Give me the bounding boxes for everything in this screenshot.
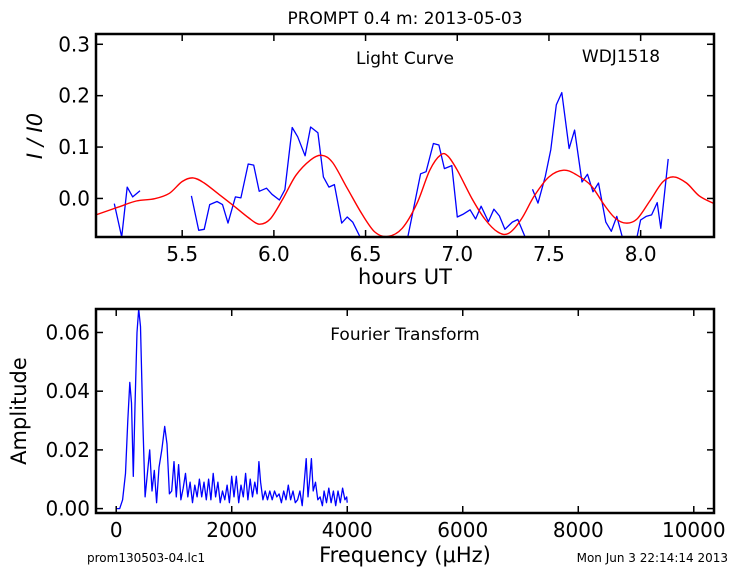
light-curve-y-tick-label: 0.1 — [58, 135, 90, 159]
fourier-transform-x-tick-label: 0 — [110, 518, 123, 542]
fourier-transform-frame — [94, 307, 716, 515]
light-curve-y-tick-label: 0.3 — [58, 32, 90, 56]
light-curve-series-0-line-segment-0 — [113, 186, 141, 237]
light-curve-x-label: hours UT — [358, 265, 452, 289]
fourier-transform-y-label: Amplitude — [7, 357, 31, 465]
light-curve-panel: 5.5 6.0 6.5 7.0 7.5 8.0 0.0 0.1 0.2 0.3 Light Cur… — [23, 32, 716, 289]
footer-filename: prom130503-04.lc1 — [87, 551, 205, 565]
footer-timestamp: Mon Jun 3 22:14:14 2013 — [577, 551, 728, 565]
fourier-transform-y-tick-label: 0.06 — [45, 320, 90, 344]
light-curve-series-0-line-segment-1 — [190, 126, 361, 237]
light-curve-x-tick-label: 6.0 — [258, 242, 290, 266]
light-curve-x-tick-label: 5.5 — [166, 242, 198, 266]
figure-title: PROMPT 0.4 m: 2013-05-03 — [287, 9, 522, 29]
light-curve-series-0-line-segment-2 — [407, 142, 526, 237]
light-curve-x-tick-label: 7.5 — [533, 242, 565, 266]
fourier-transform-x-tick-label: 4000 — [322, 518, 373, 542]
light-curve-frame — [94, 32, 716, 239]
light-curve-y-label: I / I0 — [23, 113, 47, 159]
target-name-annotation: WDJ1518 — [582, 47, 660, 67]
light-curve-y-tick-label: 0.2 — [58, 84, 90, 108]
light-curve-series-1-line — [96, 152, 714, 237]
fourier-transform-x-label: Frequency (μHz) — [319, 543, 491, 567]
light-curve-series-0-line-segment-3 — [531, 91, 623, 237]
light-curve-y-tick-label: 0.0 — [58, 186, 90, 210]
fourier-transform-y-tick-label: 0.00 — [45, 497, 90, 521]
fourier-transform-x-tick-label: 10000 — [662, 518, 726, 542]
fourier-transform-y-tick-label: 0.04 — [45, 379, 90, 403]
fourier-transform-x-tick-label: 6000 — [437, 518, 488, 542]
light-curve-x-tick-label: 8.0 — [625, 242, 657, 266]
light-curve-x-tick-label: 6.5 — [350, 242, 382, 266]
fourier-transform-x-tick-label: 2000 — [206, 518, 257, 542]
fourier-transform-annotation: Fourier Transform — [330, 325, 479, 345]
light-curve-x-tick-label: 7.0 — [441, 242, 473, 266]
light-curve-annotation: Light Curve — [356, 49, 454, 69]
fourier-transform-series-0-line — [116, 309, 348, 510]
light-curve-series-0-line-segment-4 — [636, 158, 669, 237]
fourier-transform-panel: 0 2000 4000 6000 8000 10000 0.00 0.02 0.04 0.06 F… — [7, 307, 726, 567]
fourier-transform-y-tick-label: 0.02 — [45, 438, 90, 462]
fourier-transform-x-tick-label: 8000 — [553, 518, 604, 542]
